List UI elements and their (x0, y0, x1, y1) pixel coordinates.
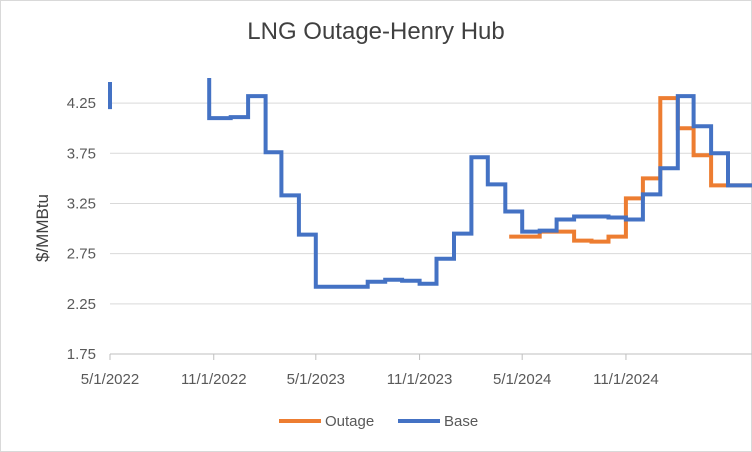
x-tick-label: 11/1/2024 (593, 371, 659, 388)
x-tick-label: 5/1/2022 (81, 371, 139, 388)
y-tick-label: 3.75 (67, 145, 96, 162)
gridlines (110, 102, 752, 305)
y-tick-label: 2.75 (67, 246, 96, 263)
y-tick-label: 3.25 (67, 195, 96, 212)
axes: 1.75 2.25 2.75 3.25 3.75 4.25 5/1/2022 11/1/202… (67, 95, 752, 388)
series-line-base (108, 78, 752, 289)
chart-title: LNG Outage-Henry Hub (247, 18, 505, 45)
series-line-outage (509, 96, 752, 244)
y-tick-label: 2.25 (67, 296, 96, 313)
x-tick-label: 11/1/2023 (387, 371, 453, 388)
x-tick-label: 11/1/2022 (181, 371, 247, 388)
x-tick-label: 5/1/2023 (287, 371, 345, 388)
series-group (108, 78, 752, 289)
legend-label-outage: Outage (325, 413, 374, 430)
y-tick-label: 4.25 (67, 95, 96, 112)
legend-label-base: Base (444, 413, 478, 430)
y-tick-label: 1.75 (67, 346, 96, 363)
x-tick-label: 5/1/2024 (493, 371, 551, 388)
legend: Outage Base (279, 413, 478, 430)
y-axis-label: $/MMBtu (33, 194, 52, 262)
